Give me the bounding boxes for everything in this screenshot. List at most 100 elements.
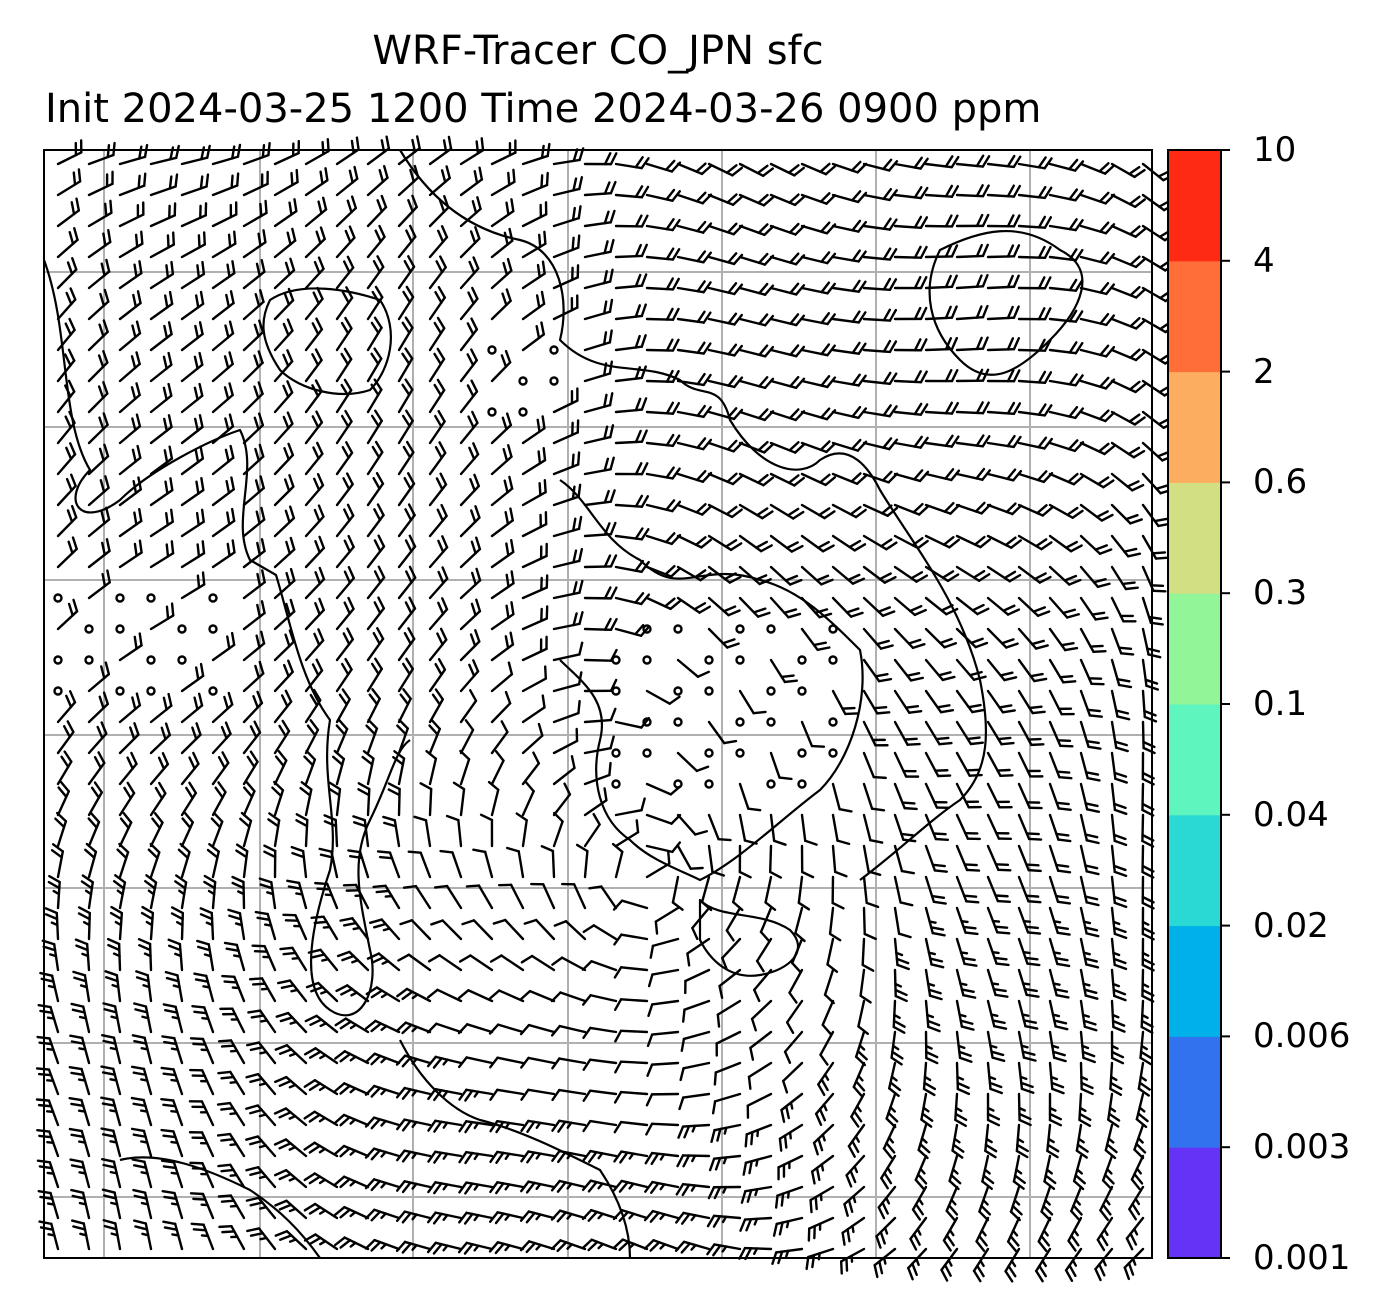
- wind-barb: [738, 596, 771, 618]
- wind-barb: [335, 255, 355, 290]
- wind-barb: [149, 781, 167, 817]
- coastline-japan-west: [559, 479, 864, 882]
- wind-barb: [366, 952, 401, 972]
- wind-barb: [955, 534, 992, 549]
- wind-barb: [1017, 338, 1052, 352]
- wind-barb: [295, 813, 309, 848]
- wind-barb: [273, 198, 298, 228]
- wind-barb: [459, 749, 471, 786]
- wind-barb: [551, 1088, 587, 1102]
- coastline-southwest: [119, 1156, 321, 1259]
- wind-barb: [924, 1030, 939, 1065]
- wind-barb: [130, 1065, 153, 1096]
- wind-barb: [582, 1119, 618, 1133]
- wind-barb: [955, 720, 984, 746]
- map-area: [35, 135, 1177, 1283]
- wind-barb: [100, 1096, 122, 1127]
- wind-barb: [1048, 278, 1084, 292]
- wind-barb: [893, 596, 927, 617]
- wind-barb: [490, 538, 515, 569]
- wind-barb: [334, 1236, 370, 1251]
- wind-barb: [986, 337, 1021, 352]
- wind-barb: [647, 999, 680, 1018]
- wind-barb: [397, 285, 415, 321]
- wind-barb: [791, 937, 804, 974]
- wind-barb: [1017, 658, 1048, 683]
- wind-barb: [744, 1123, 773, 1148]
- wind-barb: [986, 565, 1022, 583]
- wind-barb: [1048, 565, 1082, 586]
- wind-barb: [862, 371, 898, 385]
- wind-barb: [945, 1185, 959, 1222]
- wind-barb: [1110, 596, 1137, 623]
- wind-barb: [986, 813, 1013, 841]
- wind-barb: [862, 875, 880, 909]
- wind-barb: [1110, 627, 1135, 656]
- wind-barb: [87, 811, 101, 848]
- wind-calm-marker: [53, 655, 63, 665]
- wind-barb: [87, 258, 111, 290]
- wind-barb: [954, 1092, 968, 1128]
- wind-calm-marker: [84, 655, 94, 665]
- wind-barb: [645, 369, 680, 384]
- wind-barb: [87, 751, 106, 786]
- wind-barb: [986, 305, 1020, 321]
- wind-calm-marker: [704, 748, 714, 758]
- wind-barb: [800, 565, 834, 586]
- wind-barb: [189, 1068, 215, 1096]
- wind-barb: [1110, 813, 1128, 847]
- wind-barb: [1017, 1030, 1037, 1062]
- wind-barb: [986, 720, 1015, 746]
- wind-barb: [458, 1150, 494, 1165]
- coastline-upper-lake: [262, 287, 392, 396]
- wind-barb: [924, 501, 961, 515]
- wind-barb: [679, 1061, 711, 1082]
- wind-barb: [1048, 1061, 1065, 1095]
- wind-barb: [583, 761, 612, 786]
- wind-barb: [550, 991, 587, 1003]
- wind-barb: [242, 630, 266, 662]
- wind-barb: [305, 981, 339, 1003]
- wind-barb: [1048, 534, 1083, 553]
- wind-barb: [831, 279, 867, 293]
- wind-calm-marker: [673, 624, 683, 634]
- wind-barb: [35, 1067, 60, 1096]
- wind-barb: [551, 956, 587, 972]
- wind-barb: [216, 1132, 246, 1158]
- wind-barb: [552, 699, 581, 724]
- wind-barb: [890, 1030, 904, 1066]
- wind-barb: [552, 579, 584, 600]
- wind-barb: [955, 154, 991, 168]
- wind-barb: [366, 347, 383, 383]
- wind-barb: [304, 167, 329, 197]
- wind-barb: [812, 1123, 835, 1156]
- wind-barb: [552, 641, 584, 662]
- wind-barb: [304, 317, 324, 352]
- wind-barb: [149, 231, 176, 259]
- wind-barb: [457, 1023, 494, 1035]
- wind-barb: [893, 844, 915, 875]
- wind-barb: [50, 843, 65, 879]
- wind-barb: [1017, 534, 1053, 551]
- colorbar-tick-label: 4: [1253, 240, 1275, 281]
- wind-barb: [426, 1022, 463, 1034]
- wind-barb: [862, 308, 898, 322]
- wind-barb: [147, 842, 161, 879]
- wind-barb: [211, 320, 235, 352]
- wind-barb: [645, 247, 681, 261]
- wind-barb: [366, 657, 383, 693]
- colorbar-segment: [1168, 814, 1221, 927]
- wind-barb: [521, 542, 548, 569]
- wind-barb: [1048, 999, 1069, 1031]
- wind-barb: [1017, 245, 1052, 259]
- wind-barb: [583, 812, 601, 848]
- wind-barb: [304, 256, 325, 290]
- wind-barb: [986, 154, 1022, 169]
- wind-barb: [461, 919, 494, 941]
- wind-barb: [1110, 316, 1147, 330]
- wind-barb: [149, 692, 173, 724]
- wind-barb: [783, 1030, 804, 1064]
- wind-barb: [180, 751, 200, 786]
- wind-barb: [366, 627, 385, 662]
- wind-barb: [459, 166, 484, 197]
